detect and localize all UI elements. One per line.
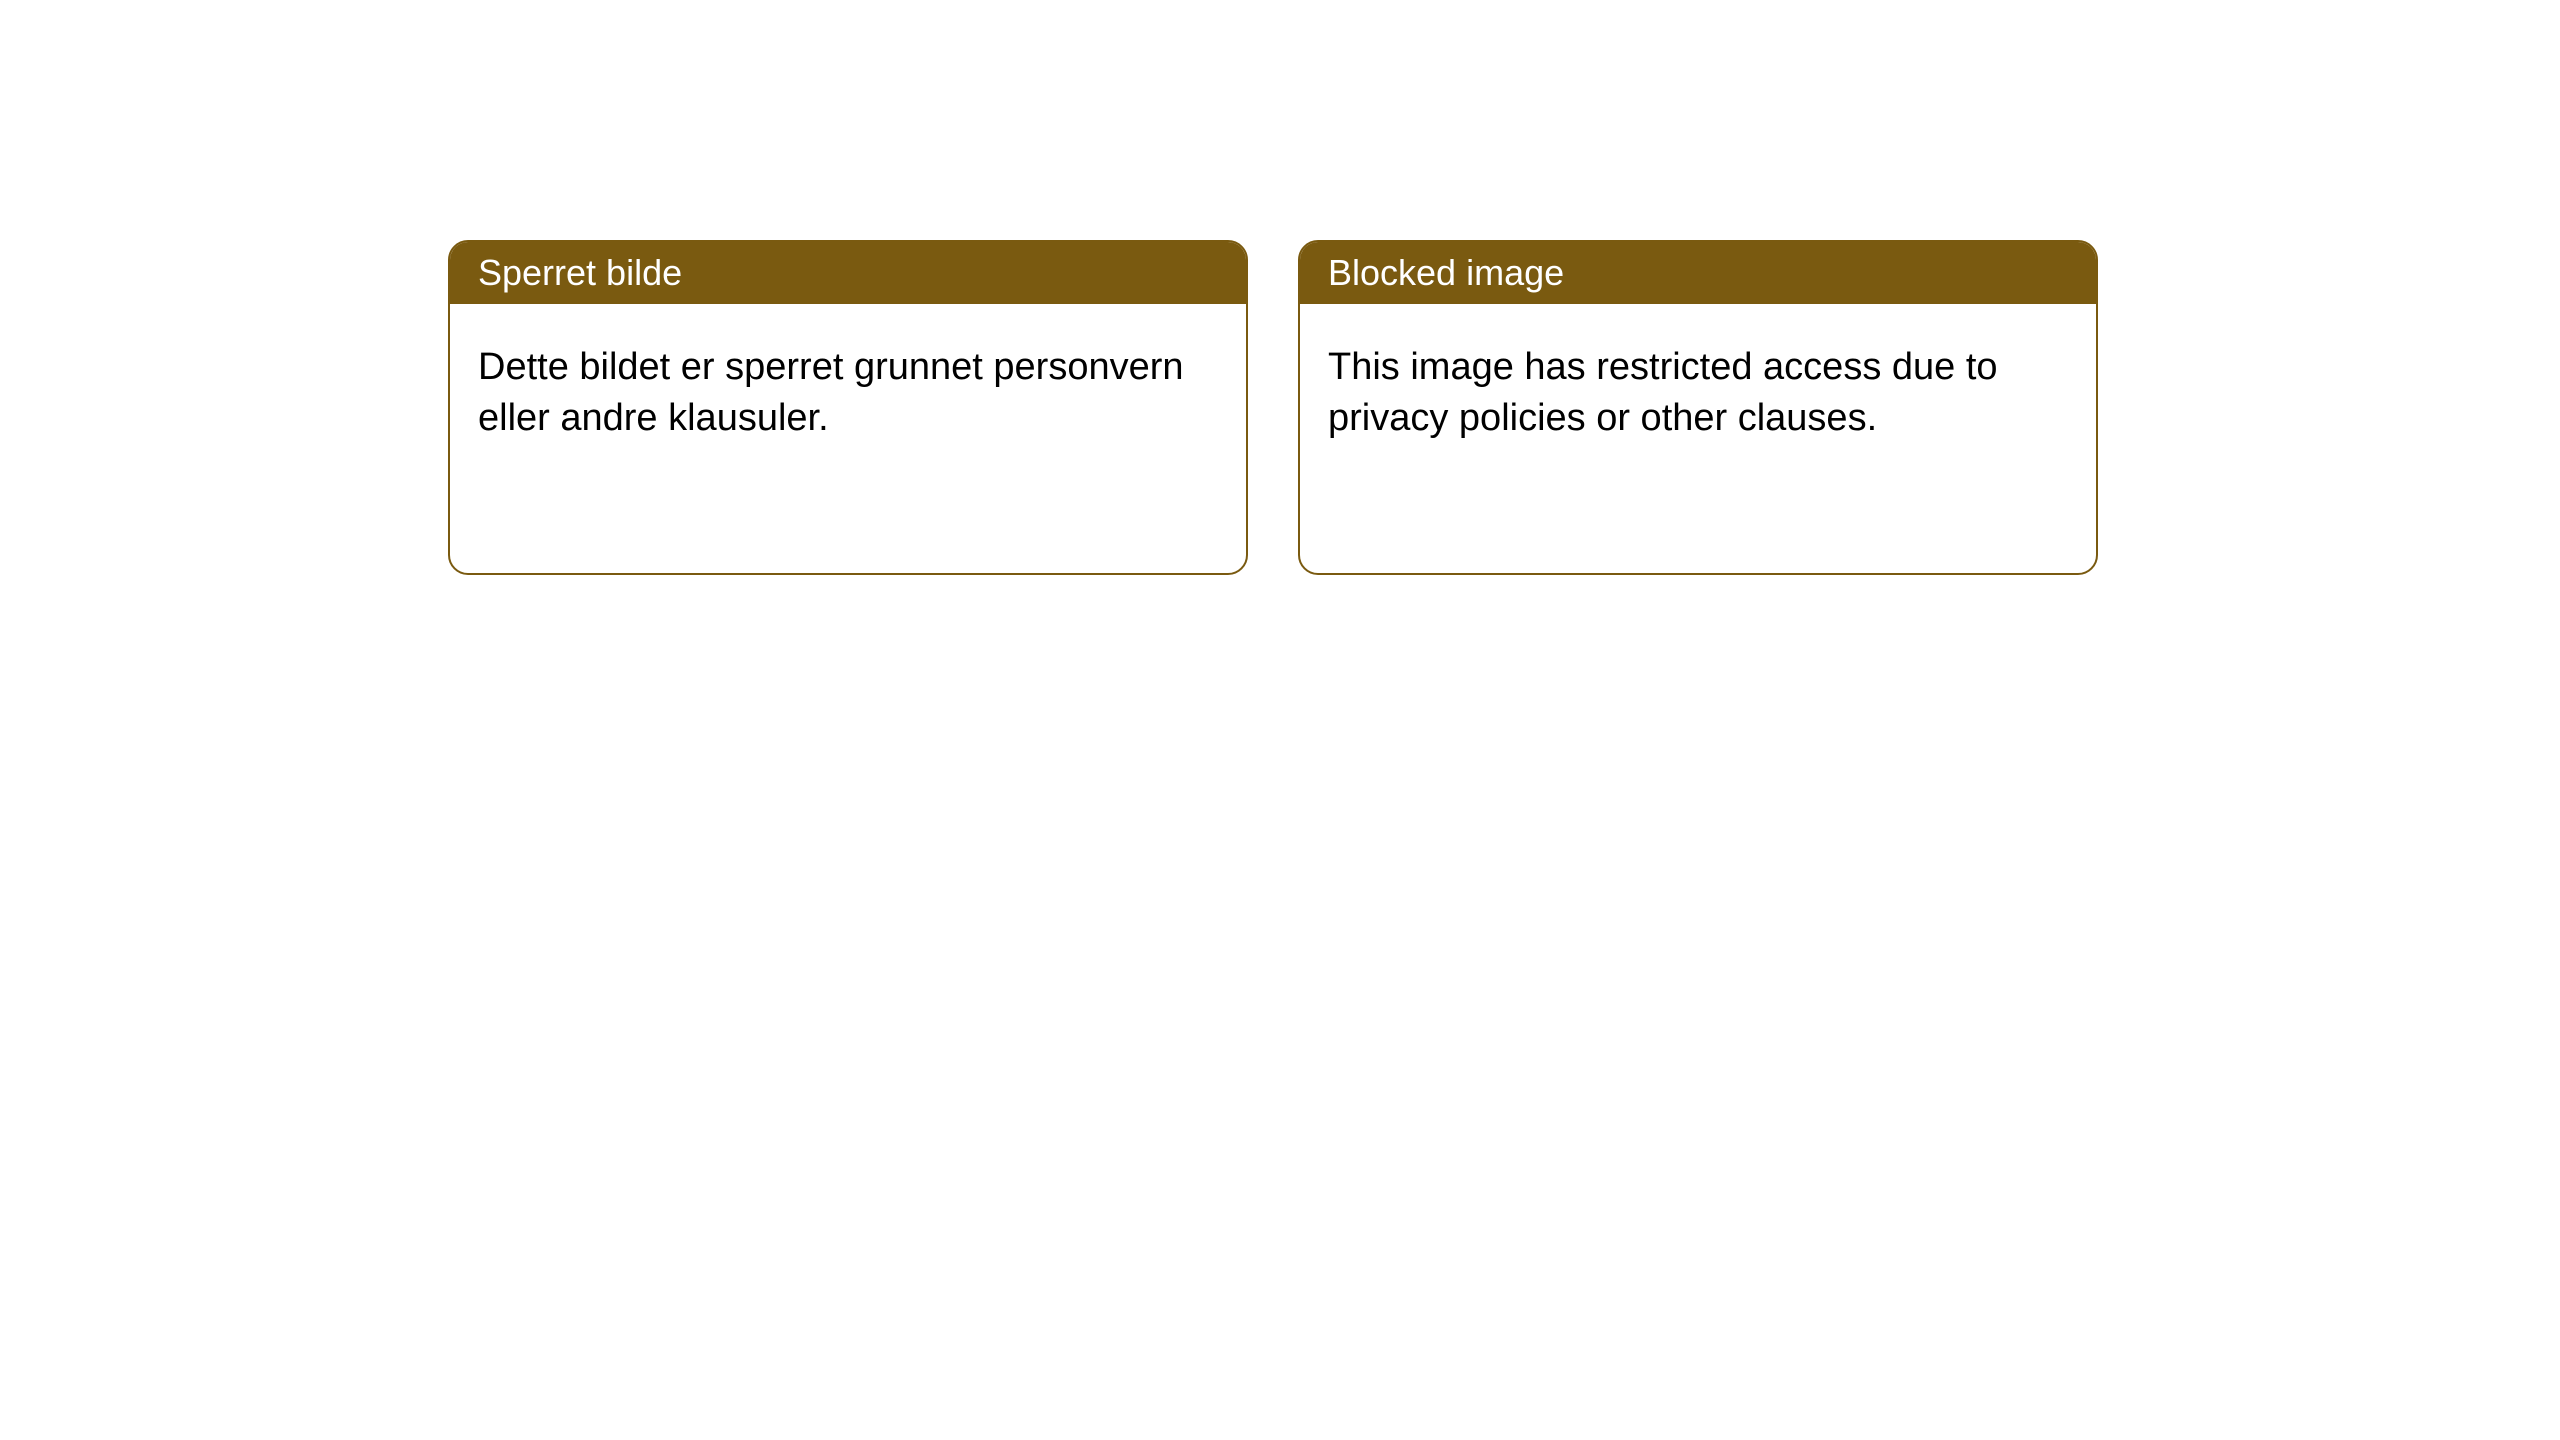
blocked-image-card-english: Blocked image This image has restricted … bbox=[1298, 240, 2098, 575]
card-body: Dette bildet er sperret grunnet personve… bbox=[450, 304, 1246, 483]
card-header: Blocked image bbox=[1300, 242, 2096, 304]
card-body: This image has restricted access due to … bbox=[1300, 304, 2096, 483]
card-header: Sperret bilde bbox=[450, 242, 1246, 304]
blocked-image-card-norwegian: Sperret bilde Dette bildet er sperret gr… bbox=[448, 240, 1248, 575]
blocked-image-cards: Sperret bilde Dette bildet er sperret gr… bbox=[448, 240, 2098, 575]
